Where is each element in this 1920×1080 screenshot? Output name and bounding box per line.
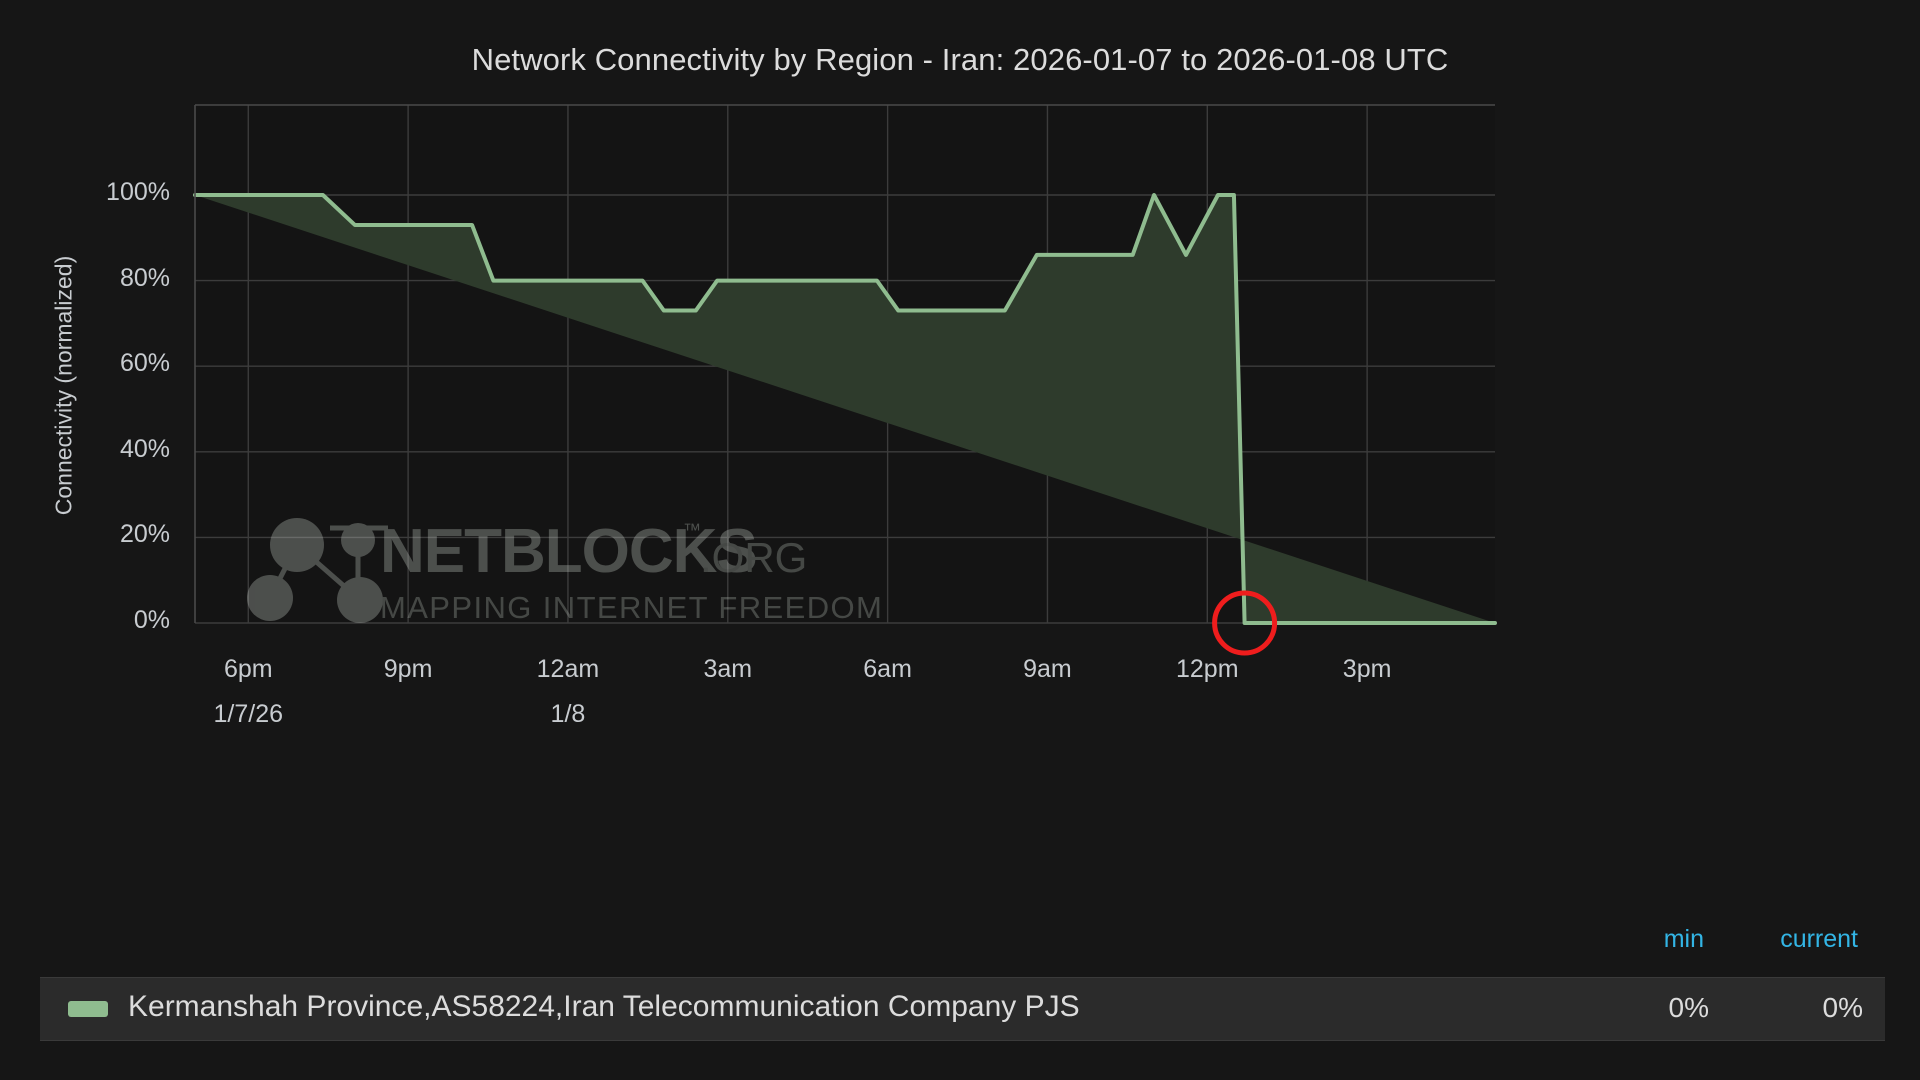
svg-text:™: ™ <box>683 520 701 540</box>
legend-column-header-current: current <box>1780 925 1858 953</box>
y-tick-label: 0% <box>133 606 170 634</box>
legend-row[interactable]: Kermanshah Province,AS58224,Iran Telecom… <box>40 977 1885 1041</box>
y-tick-label: 20% <box>119 520 170 549</box>
y-tick-label: 60% <box>119 349 170 378</box>
legend-min-value: 0% <box>1668 992 1709 1023</box>
x-tick-label: 6am <box>863 655 912 683</box>
x-tick-sublabel: 1/7/26 <box>213 700 284 728</box>
x-tick-sublabel: 1/8 <box>550 700 586 728</box>
legend-current-value: 0% <box>1822 992 1863 1023</box>
x-tick-label: 3pm <box>1342 655 1392 683</box>
svg-text:.ORG: .ORG <box>700 534 807 581</box>
axis-lines <box>194 104 1495 623</box>
legend-series-label: Kermanshah Province,AS58224,Iran Telecom… <box>128 990 1080 1023</box>
x-tick-label: 3am <box>703 655 753 683</box>
x-tick-label: 12am <box>536 655 600 683</box>
y-tick-label: 100% <box>106 178 170 206</box>
series-layer <box>193 193 1497 625</box>
page-title: Network Connectivity by Region - Iran: 2… <box>471 42 1449 77</box>
legend-column-header-min: min <box>1663 925 1704 953</box>
annotation-layer <box>1212 590 1278 656</box>
svg-text:NETBLOCKS: NETBLOCKS <box>380 517 757 586</box>
x-tick-label: 12pm <box>1176 655 1239 683</box>
x-tick-label: 9am <box>1023 655 1072 683</box>
legend-header: min current <box>0 925 1920 965</box>
x-tick-label: 9pm <box>383 655 433 683</box>
svg-text:MAPPING INTERNET FREEDOM: MAPPING INTERNET FREEDOM <box>380 590 883 625</box>
legend-color-swatch <box>68 1001 108 1017</box>
y-tick-label: 80% <box>119 263 170 292</box>
x-tick-label: 6pm <box>223 655 273 683</box>
y-tick-label: 40% <box>119 434 170 463</box>
